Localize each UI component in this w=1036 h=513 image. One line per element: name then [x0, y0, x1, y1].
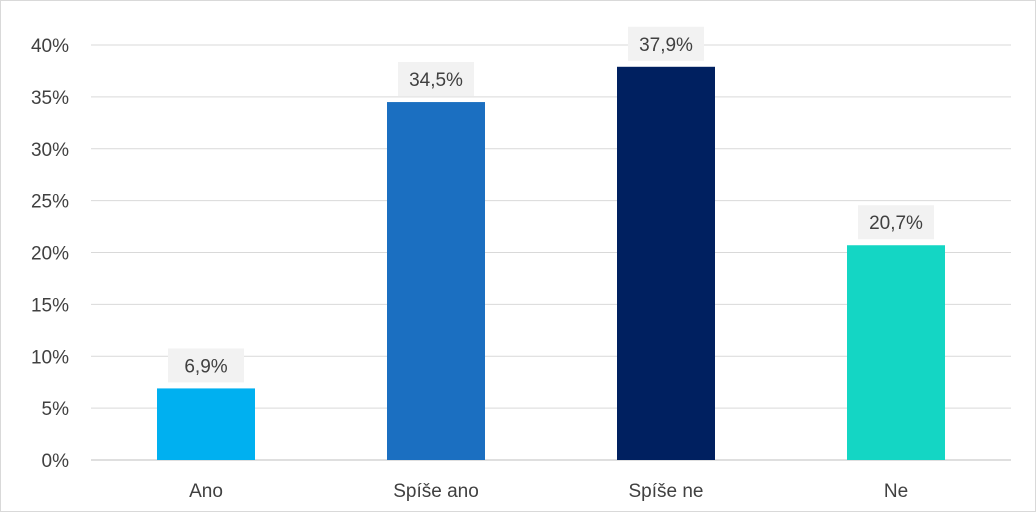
- bar: [847, 245, 945, 460]
- y-tick-label: 10%: [31, 347, 69, 368]
- data-label: 37,9%: [639, 35, 693, 56]
- data-label-background: [628, 26, 704, 61]
- y-tick-label: 5%: [42, 399, 70, 420]
- y-tick-label: 25%: [31, 192, 69, 213]
- x-category-label: Ne: [884, 481, 908, 502]
- x-category-label: Ano: [189, 481, 223, 502]
- y-tick-label: 35%: [31, 88, 69, 109]
- x-category-label: Spíše ne: [629, 481, 704, 502]
- bar: [387, 102, 485, 460]
- data-label: 20,7%: [869, 213, 923, 234]
- data-label-background: [398, 62, 474, 97]
- y-tick-label: 20%: [31, 244, 69, 265]
- x-category-label: Spíše ano: [393, 481, 479, 502]
- data-label: 34,5%: [409, 70, 463, 91]
- y-tick-label: 0%: [42, 451, 70, 472]
- y-tick-label: 15%: [31, 295, 69, 316]
- bar: [157, 388, 255, 460]
- data-label-background: [858, 205, 934, 240]
- data-label-background: [168, 348, 244, 383]
- y-tick-label: 30%: [31, 140, 69, 161]
- bar: [617, 66, 715, 460]
- data-label: 6,9%: [184, 356, 227, 377]
- y-tick-label: 40%: [31, 36, 69, 57]
